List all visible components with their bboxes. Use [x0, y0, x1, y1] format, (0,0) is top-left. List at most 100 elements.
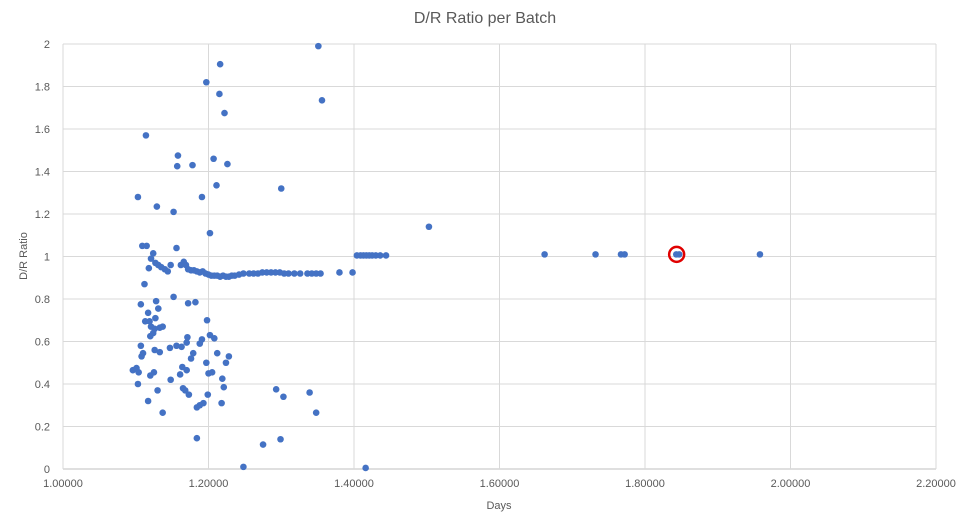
- data-point: [145, 264, 153, 272]
- data-point: [425, 223, 433, 231]
- data-points: [129, 42, 764, 472]
- data-point: [184, 333, 191, 341]
- data-point: [213, 182, 220, 189]
- data-point: [156, 348, 164, 356]
- data-point: [216, 90, 223, 98]
- data-point: [621, 251, 628, 258]
- gridlines: [62, 43, 937, 470]
- x-tick-label: 2.00000: [771, 478, 811, 490]
- x-tick-label: 1.80000: [625, 478, 665, 490]
- data-point: [184, 299, 192, 307]
- data-point: [592, 251, 599, 258]
- data-point: [204, 391, 212, 398]
- data-point: [176, 371, 184, 378]
- data-point: [336, 269, 343, 276]
- data-point: [139, 349, 147, 357]
- data-point: [240, 270, 247, 277]
- data-point: [183, 339, 190, 346]
- data-point: [218, 399, 225, 407]
- data-point: [222, 359, 230, 367]
- y-tick-label: 0.2: [35, 422, 50, 434]
- data-point: [312, 409, 320, 416]
- data-point: [196, 340, 204, 347]
- y-tick-label: 0.6: [35, 337, 50, 349]
- data-point: [349, 269, 356, 276]
- data-point: [178, 343, 185, 351]
- y-tick-label: 0.4: [35, 379, 50, 391]
- data-point: [756, 251, 764, 258]
- data-point: [198, 193, 206, 201]
- data-point: [210, 155, 217, 163]
- data-point: [135, 369, 142, 376]
- data-point: [221, 109, 228, 117]
- data-point: [203, 316, 211, 324]
- x-tick-label: 1.20000: [189, 478, 229, 490]
- data-point: [296, 270, 304, 277]
- data-point: [155, 305, 162, 312]
- data-point: [151, 346, 158, 354]
- y-tick-label: 1.4: [35, 167, 50, 179]
- y-tick-label: 1.2: [35, 209, 50, 221]
- tick-labels: 0 0.2 0.4 0.6 0.8 1 1.2 1.4 1.6 1.8 2 1.00000 1.2000…: [35, 39, 956, 490]
- data-point: [137, 301, 145, 308]
- data-point: [144, 397, 152, 405]
- x-tick-label: 1.00000: [43, 478, 83, 490]
- data-point: [277, 435, 284, 443]
- data-point: [315, 42, 322, 50]
- chart-title: D/R Ratio per Batch: [414, 10, 556, 27]
- data-point: [143, 242, 150, 250]
- data-point: [174, 152, 182, 159]
- data-point: [185, 391, 193, 398]
- data-point: [173, 162, 181, 170]
- data-point: [164, 268, 172, 275]
- x-axis-label: Days: [486, 500, 512, 512]
- data-point: [291, 270, 298, 277]
- data-point: [187, 355, 195, 362]
- data-point: [166, 344, 174, 352]
- data-point: [362, 464, 369, 472]
- data-point: [216, 60, 224, 68]
- data-point: [193, 434, 201, 442]
- data-point: [189, 349, 197, 357]
- data-point: [675, 251, 683, 258]
- data-point: [318, 97, 326, 104]
- data-point: [189, 161, 196, 169]
- data-point: [203, 359, 210, 367]
- highlight-ring: [667, 245, 686, 264]
- data-point: [183, 366, 190, 374]
- data-point: [208, 369, 216, 376]
- data-point: [541, 251, 548, 258]
- data-point: [206, 229, 214, 237]
- data-point: [167, 261, 174, 269]
- data-point: [167, 376, 174, 384]
- x-tick-label: 1.40000: [334, 478, 374, 490]
- data-point: [147, 372, 154, 379]
- y-tick-label: 0: [44, 464, 50, 476]
- data-point: [142, 132, 150, 139]
- data-point: [211, 335, 218, 342]
- highlight-layer: [667, 245, 686, 264]
- data-point: [141, 280, 148, 288]
- y-tick-label: 1.8: [35, 82, 50, 94]
- data-point: [203, 78, 210, 86]
- data-point: [219, 375, 226, 382]
- data-point: [272, 386, 280, 393]
- y-tick-label: 2: [44, 39, 50, 51]
- data-point: [152, 297, 160, 305]
- data-point: [192, 298, 199, 306]
- y-tick-label: 1: [44, 252, 50, 264]
- data-point: [159, 323, 166, 330]
- data-point: [147, 255, 155, 262]
- y-tick-label: 1.6: [35, 124, 50, 136]
- data-point: [134, 380, 142, 388]
- data-point: [317, 270, 324, 277]
- data-point: [144, 309, 152, 317]
- data-point: [382, 252, 390, 259]
- data-point: [280, 393, 287, 401]
- data-point: [134, 193, 142, 201]
- data-point: [277, 185, 285, 192]
- data-point: [146, 318, 153, 325]
- data-point: [170, 208, 177, 216]
